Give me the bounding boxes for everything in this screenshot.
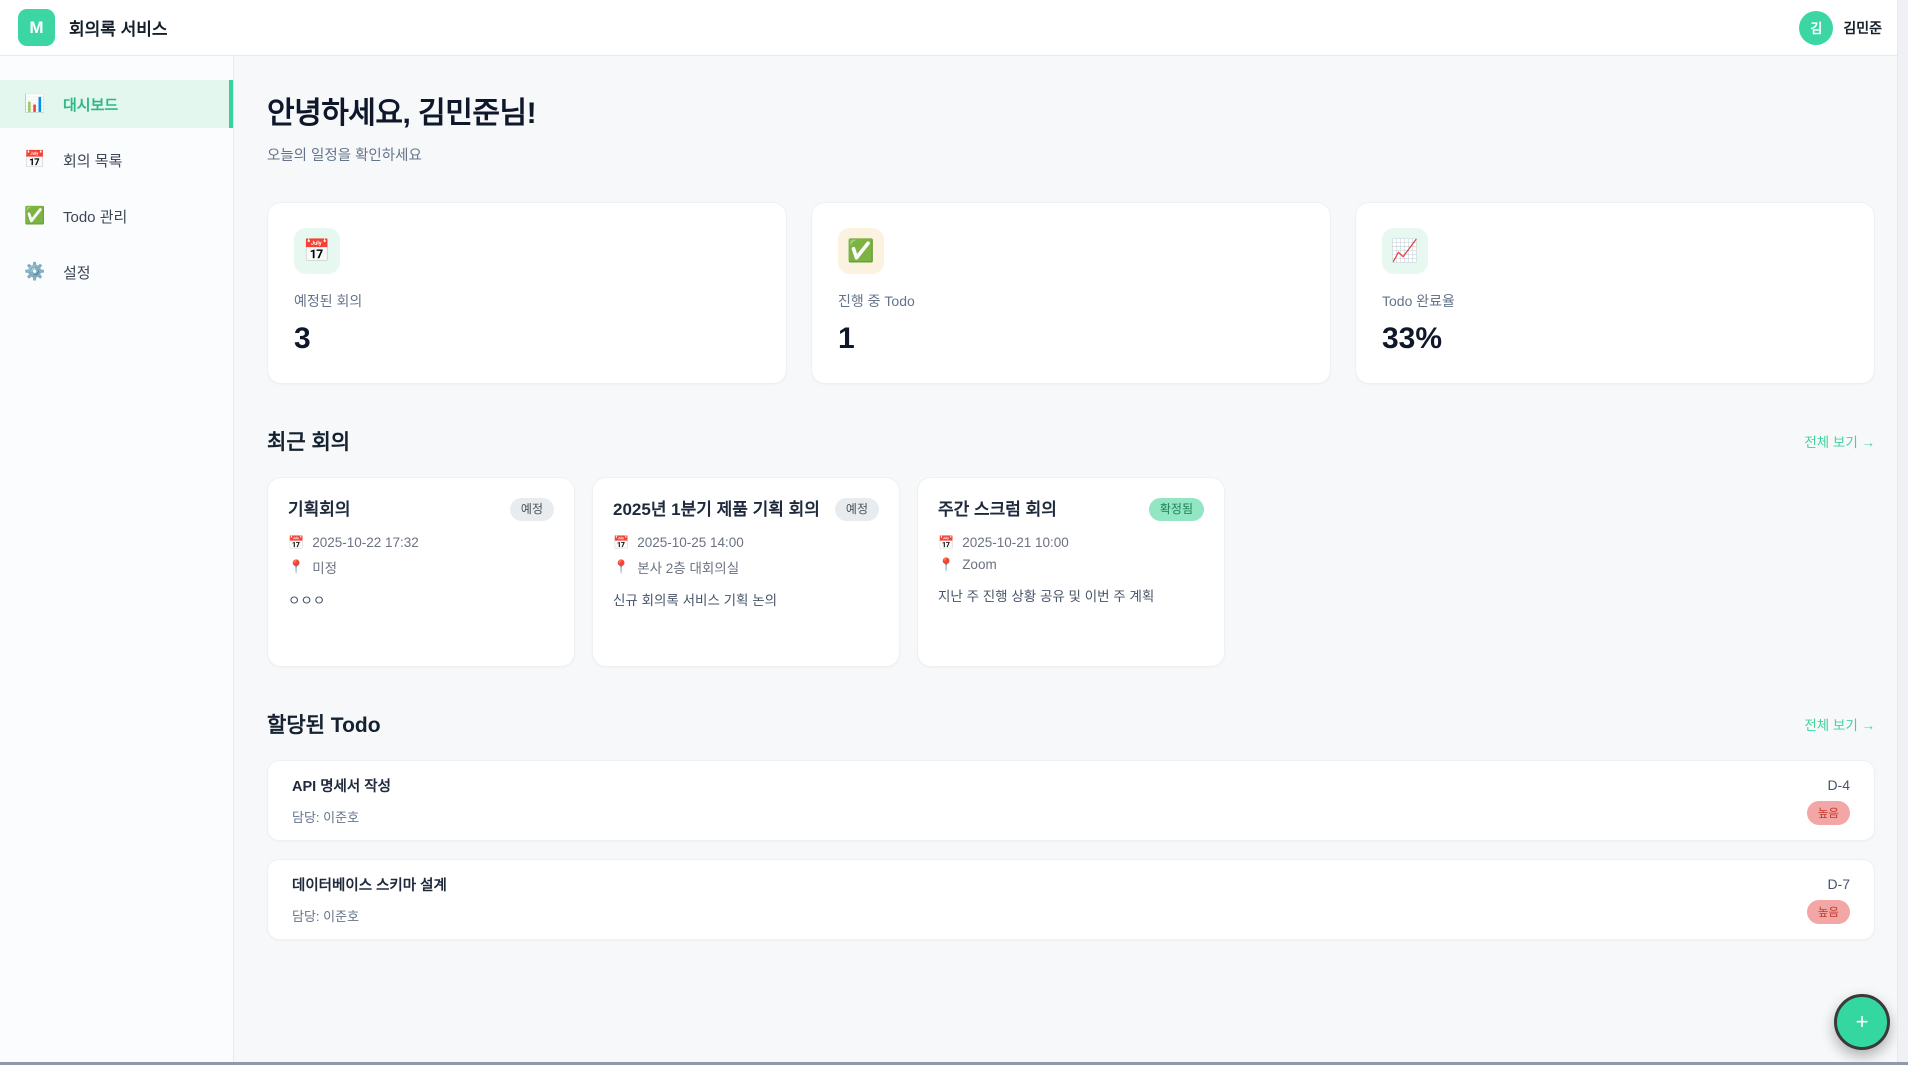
sidebar-item-meetings[interactable]: 📅 회의 목록 xyxy=(0,136,233,184)
meeting-datetime: 2025-10-21 10:00 xyxy=(962,535,1069,551)
meeting-datetime: 2025-10-22 17:32 xyxy=(312,535,419,551)
logo-letter: M xyxy=(29,17,44,37)
todo-dday: D-4 xyxy=(1827,776,1850,793)
stat-card-in-progress-todo: ✅ 진행 중 Todo 1 xyxy=(811,202,1331,384)
stat-value: 33% xyxy=(1382,322,1443,355)
sidebar-item-label: 설정 xyxy=(63,264,91,282)
calendar-icon: 📅 xyxy=(938,534,955,550)
meeting-description: 지난 주 진행 상황 공유 및 이번 주 계획 xyxy=(938,588,1155,604)
brand: M 회의록 서비스 xyxy=(18,9,168,46)
stat-value: 3 xyxy=(294,322,311,355)
stat-cards: 📅 예정된 회의 3 ✅ 진행 중 Todo 1 📈 Todo 완료율 33% xyxy=(267,202,1875,384)
todo-title: API 명세서 작성 xyxy=(292,779,391,795)
priority-badge: 높음 xyxy=(1806,800,1850,825)
todo-row[interactable]: 데이터베이스 스키마 설계 담당: 이준호 D-7 높음 xyxy=(267,859,1875,940)
meeting-description: 신규 회의록 서비스 기획 논의 xyxy=(613,592,778,608)
todo-row[interactable]: API 명세서 작성 담당: 이준호 D-4 높음 xyxy=(267,760,1875,841)
meeting-datetime: 2025-10-25 14:00 xyxy=(637,535,744,551)
meeting-title: 2025년 1분기 제품 기획 회의 xyxy=(613,500,820,519)
assigned-todos-section: 할당된 Todo 전체 보기 → API 명세서 작성 담당: 이준호 D-4 … xyxy=(267,709,1875,940)
stat-label: 진행 중 Todo xyxy=(838,293,915,309)
user-menu[interactable]: 김 김민준 xyxy=(1799,10,1882,45)
meeting-card[interactable]: 2025년 1분기 제품 기획 회의 예정 📅 2025-10-25 14:00 … xyxy=(592,477,900,667)
recent-meetings-section: 최근 회의 전체 보기 → 기획회의 예정 📅 2025-10-22 17:32 … xyxy=(267,426,1875,667)
add-button[interactable]: + xyxy=(1834,994,1890,1050)
sidebar: 📊 대시보드 📅 회의 목록 ✅ Todo 관리 ⚙️ 설정 xyxy=(0,56,234,1065)
todo-title: 데이터베이스 스키마 설계 xyxy=(292,878,447,894)
meeting-location: Zoom xyxy=(962,557,997,573)
greeting-title: 안녕하세요, 김민준님! xyxy=(267,97,537,130)
todo-dday: D-7 xyxy=(1827,875,1850,892)
todo-assignee: 담당: 이준호 xyxy=(292,909,360,924)
app-title: 회의록 서비스 xyxy=(69,20,168,39)
app-logo: M xyxy=(18,9,55,46)
sidebar-item-settings[interactable]: ⚙️ 설정 xyxy=(0,248,233,296)
meeting-card-list: 기획회의 예정 📅 2025-10-22 17:32 📍 미정 ㅇㅇㅇ 2025년 … xyxy=(267,477,1875,667)
status-badge: 예정 xyxy=(509,498,554,521)
meeting-card[interactable]: 기획회의 예정 📅 2025-10-22 17:32 📍 미정 ㅇㅇㅇ xyxy=(267,477,575,667)
sidebar-item-label: 대시보드 xyxy=(63,96,119,114)
todo-assignee: 담당: 이준호 xyxy=(292,810,360,825)
pushpin-icon: 📍 xyxy=(288,558,305,574)
calendar-icon: 📅 xyxy=(613,534,630,550)
pushpin-icon: 📍 xyxy=(938,556,955,572)
sidebar-item-label: Todo 관리 xyxy=(63,208,128,226)
user-name: 김민준 xyxy=(1843,19,1882,36)
stat-label: 예정된 회의 xyxy=(294,293,363,309)
calendar-icon: 📅 xyxy=(24,150,46,169)
todo-list: API 명세서 작성 담당: 이준호 D-4 높음 데이터베이스 스키마 설계 … xyxy=(267,760,1875,940)
calendar-icon: 📅 xyxy=(294,228,340,274)
meeting-title: 기획회의 xyxy=(288,500,351,519)
user-avatar[interactable]: 김 xyxy=(1799,10,1834,45)
meeting-description: ㅇㅇㅇ xyxy=(288,592,326,608)
meeting-title: 주간 스크럼 회의 xyxy=(938,500,1057,519)
meeting-card[interactable]: 주간 스크럼 회의 확정됨 📅 2025-10-21 10:00 📍 Zoom 지난… xyxy=(917,477,1225,667)
view-all-todos-link[interactable]: 전체 보기 → xyxy=(1804,718,1875,733)
check-icon: ✅ xyxy=(838,228,884,274)
meeting-location: 본사 2층 대회의실 xyxy=(637,560,740,576)
section-title-assigned-todos: 할당된 Todo xyxy=(267,714,381,737)
priority-badge: 높음 xyxy=(1806,899,1850,924)
sidebar-item-label: 회의 목록 xyxy=(63,152,123,170)
sidebar-item-dashboard[interactable]: 📊 대시보드 xyxy=(0,80,233,128)
meeting-location: 미정 xyxy=(312,560,338,576)
stat-label: Todo 완료율 xyxy=(1382,293,1455,309)
pushpin-icon: 📍 xyxy=(613,558,630,574)
check-icon: ✅ xyxy=(24,206,46,225)
chart-increasing-icon: 📈 xyxy=(1382,228,1428,274)
sidebar-item-todos[interactable]: ✅ Todo 관리 xyxy=(0,192,233,240)
stat-card-scheduled-meetings: 📅 예정된 회의 3 xyxy=(267,202,787,384)
stat-value: 1 xyxy=(838,322,855,355)
main-content: 안녕하세요, 김민준님! 오늘의 일정을 확인하세요 📅 예정된 회의 3 ✅ … xyxy=(234,56,1908,1065)
view-all-meetings-link[interactable]: 전체 보기 → xyxy=(1804,435,1875,450)
stat-card-todo-completion: 📈 Todo 완료율 33% xyxy=(1355,202,1875,384)
app-header: M 회의록 서비스 김 김민준 xyxy=(0,0,1908,56)
bar-chart-icon: 📊 xyxy=(24,94,46,113)
calendar-icon: 📅 xyxy=(288,534,305,550)
status-badge: 예정 xyxy=(834,498,879,521)
avatar-initial: 김 xyxy=(1810,21,1823,36)
greeting-subtitle: 오늘의 일정을 확인하세요 xyxy=(267,148,422,164)
scrollbar[interactable] xyxy=(1897,0,1908,1065)
window-bottom-edge xyxy=(0,1062,1908,1065)
gear-icon: ⚙️ xyxy=(24,262,46,281)
section-title-recent-meetings: 최근 회의 xyxy=(267,431,351,454)
status-badge: 확정됨 xyxy=(1148,498,1204,521)
